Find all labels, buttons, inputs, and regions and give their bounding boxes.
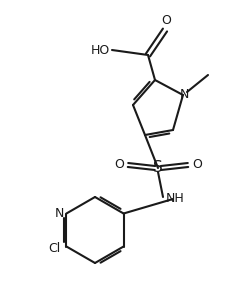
Text: N: N [55,207,64,220]
Text: Cl: Cl [48,242,60,255]
Text: N: N [179,89,189,101]
Text: HO: HO [91,44,110,56]
Text: O: O [192,158,202,171]
Text: S: S [153,160,163,176]
Text: NH: NH [166,192,185,205]
Text: O: O [161,14,171,27]
Text: O: O [114,158,124,171]
